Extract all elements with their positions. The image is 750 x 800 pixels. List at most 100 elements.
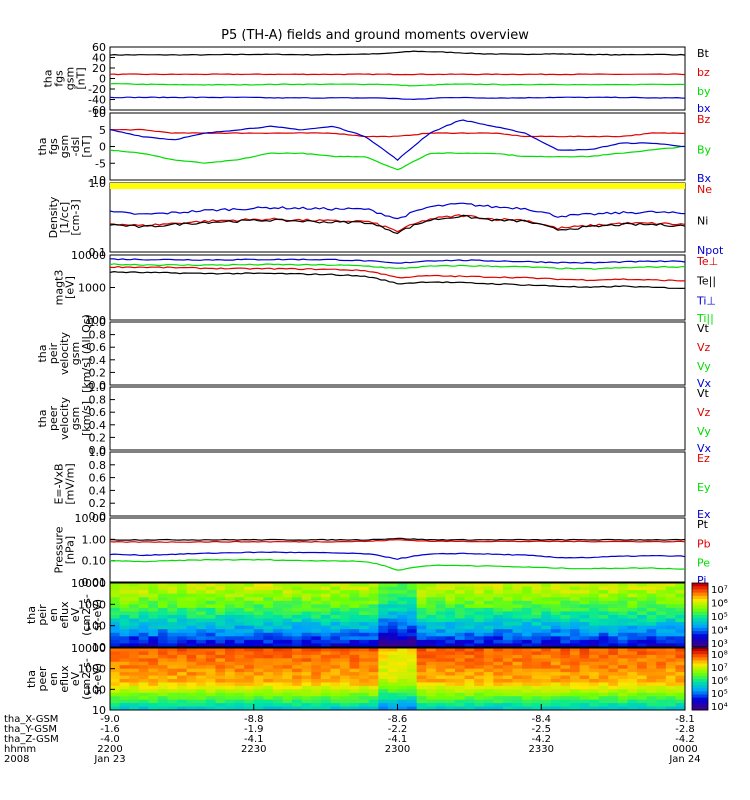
heatmap-cell	[407, 597, 418, 602]
heatmap-cell	[675, 643, 686, 648]
heatmap-cell	[138, 675, 149, 680]
heatmap-cell	[474, 675, 485, 680]
heatmap-cell	[234, 615, 245, 620]
heatmap-cell	[541, 611, 552, 616]
heatmap-cell	[608, 632, 619, 637]
heatmap-cell	[426, 685, 437, 690]
heatmap-cell	[301, 675, 312, 680]
colorbar-cell	[692, 608, 708, 613]
heatmap-cell	[368, 689, 379, 694]
heatmap-cell	[589, 590, 600, 595]
heatmap-cell	[416, 586, 427, 591]
heatmap-cell	[320, 651, 331, 656]
heatmap-cell	[157, 632, 168, 637]
colorbar-cell	[692, 611, 708, 616]
heatmap-cell	[129, 665, 140, 670]
y-axis-label-line: eflux	[58, 665, 71, 693]
heatmap-cell	[445, 658, 456, 663]
heatmap-cell	[387, 699, 398, 704]
heatmap-cell	[608, 590, 619, 595]
heatmap-cell	[263, 593, 274, 598]
heatmap-cell	[387, 682, 398, 687]
heatmap-cell	[665, 654, 676, 659]
heatmap-cell	[579, 699, 590, 704]
heatmap-cell	[407, 611, 418, 616]
legend-entry: bx	[697, 102, 711, 115]
heatmap-cell	[541, 643, 552, 648]
heatmap-cell	[387, 625, 398, 630]
heatmap-cell	[455, 583, 466, 588]
y-tick-label: 100	[85, 314, 106, 327]
heatmap-cell	[474, 696, 485, 701]
heatmap-cell	[368, 597, 379, 602]
heatmap-cell	[464, 682, 475, 687]
heatmap-cell	[167, 682, 178, 687]
heatmap-cell	[225, 593, 236, 598]
heatmap-cell	[646, 625, 657, 630]
heatmap-cell	[244, 699, 255, 704]
heatmap-cell	[512, 629, 523, 634]
heatmap-cell	[502, 665, 513, 670]
heatmap-cell	[416, 607, 427, 612]
heatmap-cell	[263, 679, 274, 683]
heatmap-cell	[330, 696, 341, 701]
heatmap-cell	[541, 615, 552, 620]
heatmap-cell	[387, 604, 398, 609]
colorbar-cell	[692, 694, 708, 699]
heatmap-cell	[512, 651, 523, 656]
heatmap-cell	[675, 607, 686, 612]
heatmap-cell	[598, 632, 609, 637]
heatmap-cell	[416, 668, 427, 673]
heatmap-cell	[301, 590, 312, 595]
heatmap-cell	[589, 703, 600, 708]
heatmap-cell	[110, 615, 121, 620]
heatmap-cell	[531, 618, 542, 623]
heatmap-cell	[455, 706, 466, 711]
heatmap-cell	[483, 643, 494, 648]
heatmap-cell	[167, 685, 178, 690]
heatmap-cell	[426, 661, 437, 666]
heatmap-cell	[675, 618, 686, 623]
heatmap-cell	[407, 639, 418, 644]
heatmap-cell	[646, 696, 657, 701]
heatmap-cell	[502, 604, 513, 609]
heatmap-cell	[445, 661, 456, 666]
heatmap-cell	[627, 651, 638, 656]
heatmap-cell	[589, 672, 600, 677]
heatmap-cell	[397, 696, 408, 701]
heatmap-cell	[157, 629, 168, 634]
heatmap-cell	[397, 661, 408, 666]
heatmap-cell	[531, 675, 542, 680]
y-axis-label: magt3[eV]	[53, 270, 77, 306]
heatmap-cell	[464, 668, 475, 673]
series-line-Pb	[109, 539, 686, 543]
heatmap-cell	[483, 682, 494, 687]
heatmap-cell	[368, 682, 379, 687]
heatmap-cell	[656, 590, 667, 595]
heatmap-cell	[445, 607, 456, 612]
heatmap-cell	[464, 632, 475, 637]
y-tick-label: 0.6	[89, 341, 107, 354]
heatmap-cell	[272, 658, 283, 663]
heatmap-cell	[349, 682, 360, 687]
heatmap-cell	[474, 622, 485, 627]
heatmap-cell	[522, 604, 533, 609]
heatmap-cell	[138, 651, 149, 656]
heatmap-cell	[570, 682, 581, 687]
heatmap-cell	[627, 665, 638, 670]
heatmap-cell	[512, 696, 523, 701]
heatmap-cell	[512, 632, 523, 637]
heatmap-cell	[359, 590, 370, 595]
heatmap-cell	[493, 632, 504, 637]
heatmap-cell	[311, 604, 322, 609]
heatmap-cell	[550, 600, 561, 605]
heatmap-cell	[445, 668, 456, 673]
heatmap-cell	[138, 665, 149, 670]
heatmap-cell	[263, 629, 274, 634]
heatmap-cell	[177, 604, 188, 609]
heatmap-cell	[407, 583, 418, 588]
heatmap-cell	[627, 699, 638, 704]
heatmap-cell	[272, 632, 283, 637]
heatmap-cell	[675, 699, 686, 704]
